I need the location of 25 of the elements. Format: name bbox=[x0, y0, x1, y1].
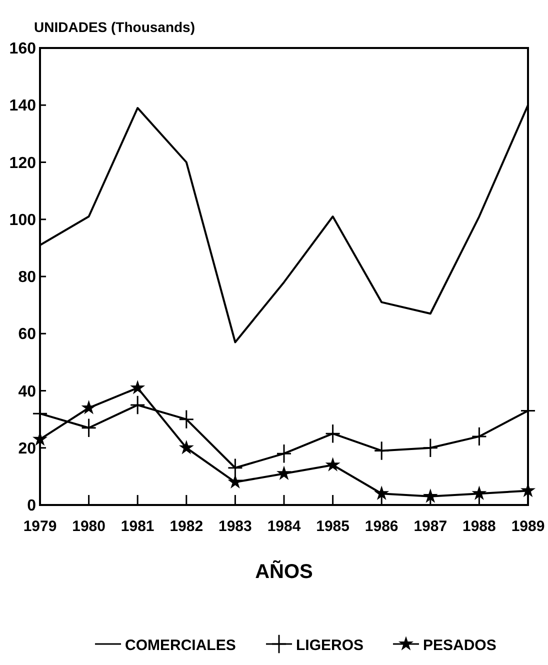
y-tick-label: 60 bbox=[18, 326, 36, 344]
x-tick-label: 1983 bbox=[218, 518, 252, 535]
x-tick-label: 1985 bbox=[316, 518, 350, 535]
y-tick-label: 120 bbox=[9, 154, 36, 172]
y-tick-label: 100 bbox=[9, 212, 36, 229]
y-tick-label: 80 bbox=[18, 269, 36, 286]
x-tick-label: 1988 bbox=[462, 518, 496, 535]
x-tick-label: 1989 bbox=[511, 518, 545, 535]
y-tick-label: 40 bbox=[18, 383, 36, 400]
x-tick-label: 1982 bbox=[170, 518, 204, 535]
legend-label: COMERCIALES bbox=[125, 637, 236, 654]
x-tick-label: 1984 bbox=[267, 518, 302, 535]
y-tick-label: 20 bbox=[18, 440, 36, 458]
y-axis-title: UNIDADES (Thousands) bbox=[34, 19, 195, 35]
x-axis-title: AÑOS bbox=[255, 560, 313, 583]
legend-label: PESADOS bbox=[423, 637, 496, 654]
x-tick-label: 1981 bbox=[120, 518, 154, 535]
y-tick-label: 0 bbox=[27, 498, 36, 515]
x-tick-label: 1979 bbox=[23, 518, 57, 535]
y-tick-label: 160 bbox=[9, 40, 36, 58]
x-tick-label: 1980 bbox=[72, 518, 106, 535]
x-tick-label: 1986 bbox=[364, 518, 398, 535]
legend-label: LIGEROS bbox=[296, 637, 364, 654]
y-tick-label: 140 bbox=[9, 98, 36, 115]
x-tick-label: 1987 bbox=[414, 518, 448, 535]
